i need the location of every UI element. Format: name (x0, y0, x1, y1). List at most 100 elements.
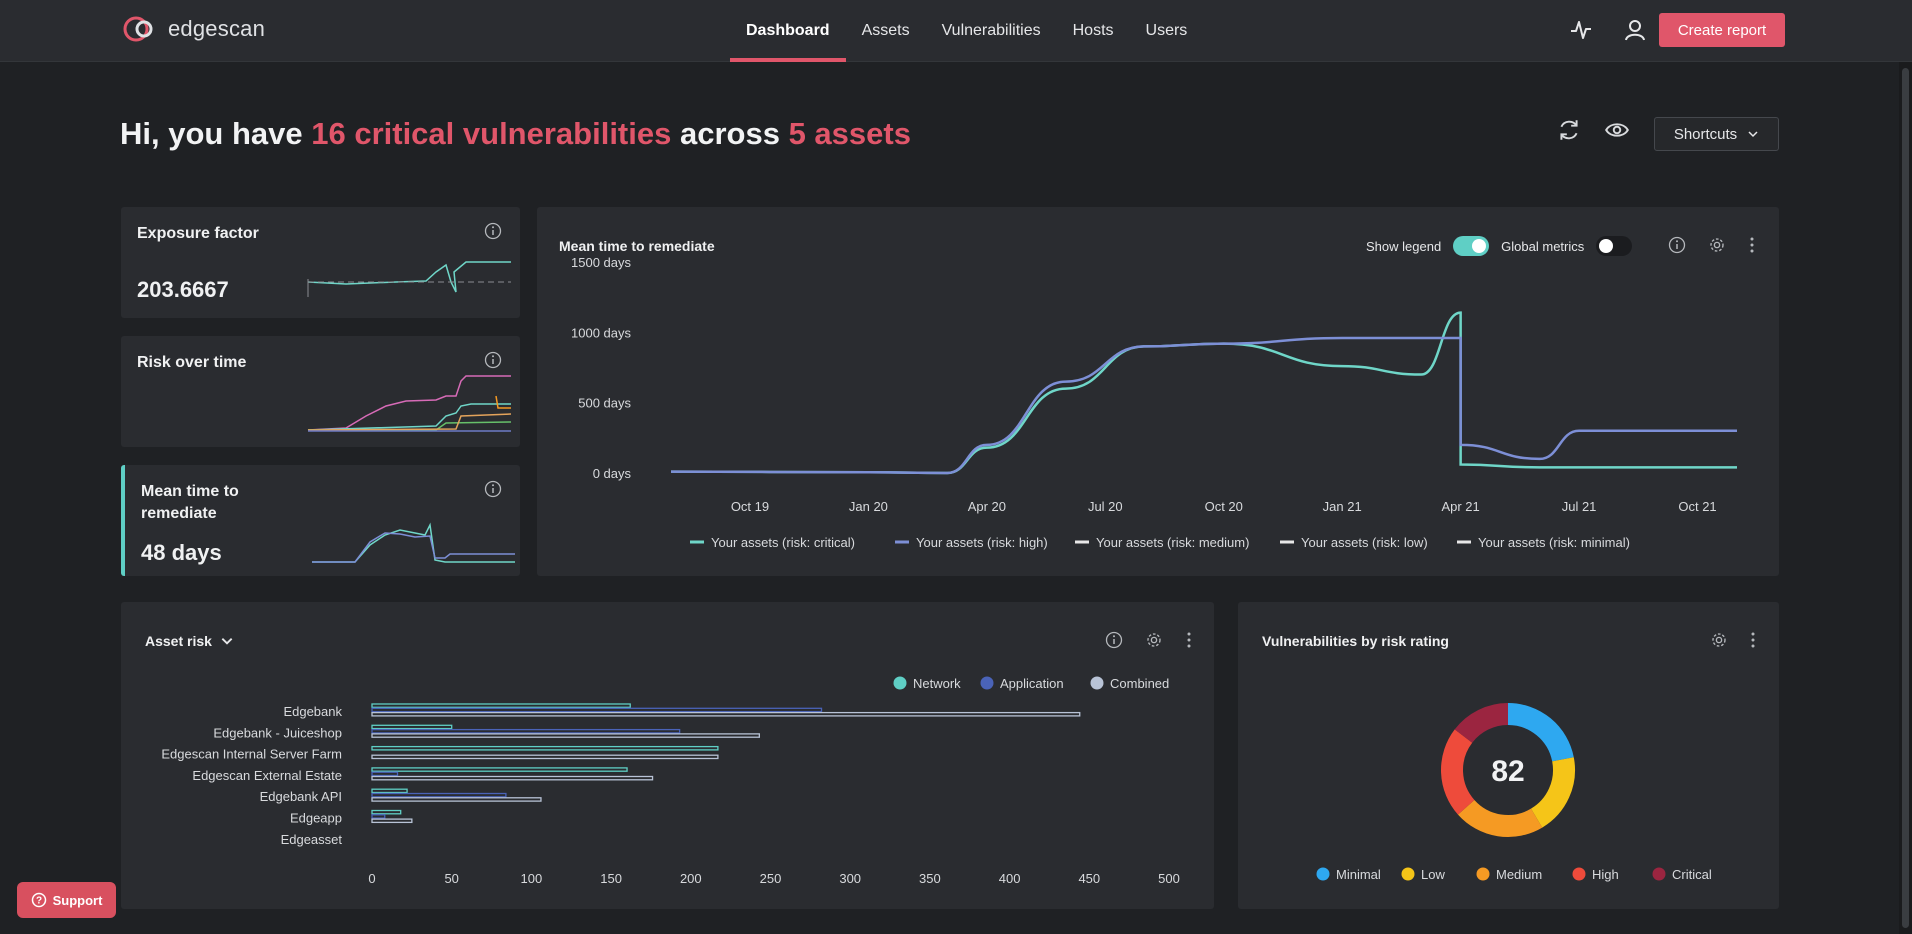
nav-hosts[interactable]: Hosts (1072, 22, 1114, 39)
category-label: Edgebank API (260, 789, 342, 804)
nav-users[interactable]: Users (1145, 22, 1188, 39)
nav-assets[interactable]: Assets (861, 22, 910, 39)
y-tick-label: 1500 days (571, 255, 631, 270)
exposure-factor-value: 203.6667 (137, 277, 229, 302)
bar (371, 724, 453, 730)
edgescan-logo-icon (123, 16, 153, 42)
eye-icon[interactable] (1604, 117, 1630, 143)
category-label: Edgeasset (281, 832, 343, 847)
asset-risk-card: Asset risk Network Application Combined Edg… (121, 602, 1214, 909)
donut-slice (1507, 703, 1574, 762)
legend-label: Your assets (risk: medium) (1096, 535, 1249, 550)
info-icon[interactable] (484, 351, 502, 369)
donut-slice (1454, 703, 1509, 744)
y-tick-label: 1000 days (571, 325, 631, 340)
legend-label: Combined (1110, 676, 1169, 691)
main-nav: Dashboard Assets Vulnerabilities Hosts U… (730, 0, 1203, 62)
legend-label: Low (1421, 867, 1445, 882)
asset-risk-title[interactable]: Asset risk (145, 633, 234, 649)
bar (371, 711, 1081, 717)
bar (371, 809, 402, 815)
x-tick-label: Oct 19 (731, 499, 769, 514)
dashboard-tools (1556, 117, 1630, 143)
vulnerabilities-by-risk-rating-card: Vulnerabilities by risk rating 82 Minimal… (1238, 602, 1779, 909)
legend-label: Your assets (risk: low) (1301, 535, 1428, 550)
legend-label: Critical (1672, 867, 1712, 882)
x-tick-label: Jul 20 (1088, 499, 1123, 514)
nav-vulnerabilities[interactable]: Vulnerabilities (941, 22, 1041, 39)
top-navigation-bar: edgescan Dashboard Assets Vulnerabilitie… (0, 0, 1912, 62)
legend-dot (1572, 867, 1586, 881)
x-tick-label: 500 (1158, 871, 1180, 886)
critical-vulnerabilities-link[interactable]: 16 critical vulnerabilities (311, 116, 672, 151)
x-tick-label: 250 (760, 871, 782, 886)
support-label: Support (52, 892, 103, 908)
y-tick-label: 0 days (593, 466, 632, 481)
global-metrics-toggle[interactable] (1596, 236, 1633, 256)
exposure-sparkline (307, 261, 511, 297)
show-legend-toggle[interactable] (1453, 236, 1490, 256)
mttr-card-value: 48 days (141, 540, 222, 565)
shortcuts-label: Shortcuts (1673, 125, 1738, 143)
gear-icon[interactable] (1145, 631, 1163, 649)
more-options-icon[interactable] (1749, 236, 1755, 254)
shortcuts-dropdown[interactable]: Shortcuts (1654, 117, 1779, 151)
assets-count-link[interactable]: 5 assets (788, 116, 911, 151)
x-tick-label: 350 (919, 871, 941, 886)
donut-slice (1441, 729, 1475, 815)
brand-logo[interactable]: edgescan (120, 14, 265, 44)
svg-text:?: ? (36, 896, 42, 907)
gear-icon[interactable] (1708, 236, 1726, 254)
info-icon[interactable] (484, 222, 502, 240)
donut-slice (1530, 757, 1575, 828)
legend-dot (893, 676, 907, 690)
support-button[interactable]: ? Support (17, 882, 116, 918)
info-icon[interactable] (1668, 236, 1686, 254)
header-icons (1566, 15, 1650, 45)
x-tick-label: 0 (368, 871, 375, 886)
info-icon[interactable] (1105, 631, 1123, 649)
more-options-icon[interactable] (1186, 631, 1192, 649)
greeting-prefix: Hi, you have (120, 116, 312, 151)
x-tick-label: 200 (680, 871, 702, 886)
mttr-card-title-line1: Mean time to (141, 483, 239, 500)
x-tick-label: 150 (600, 871, 622, 886)
info-icon[interactable] (484, 480, 502, 498)
brand-name: edgescan (168, 16, 266, 41)
donut-total: 82 (1491, 755, 1524, 788)
activity-icon[interactable] (1566, 15, 1596, 45)
refresh-icon[interactable] (1556, 117, 1582, 143)
bar (371, 814, 386, 819)
more-options-icon[interactable] (1750, 631, 1756, 649)
donut-slice (1457, 799, 1543, 837)
mttr-card-title-line2: remediate (141, 505, 217, 522)
chevron-down-icon (221, 638, 233, 645)
x-tick-label: Oct 20 (1205, 499, 1243, 514)
x-tick-label: Oct 21 (1678, 499, 1716, 514)
category-label: Edgebank - Juiceshop (213, 725, 342, 740)
gear-icon[interactable] (1710, 631, 1728, 649)
risk-over-time-card[interactable]: Risk over time (121, 336, 520, 447)
bar (371, 818, 413, 824)
x-tick-label: 300 (839, 871, 861, 886)
bar (371, 792, 507, 798)
scrollbar-thumb[interactable] (1902, 68, 1909, 928)
x-tick-label: Jan 21 (1323, 499, 1362, 514)
global-metrics-label: Global metrics (1501, 238, 1585, 254)
legend-label: Medium (1496, 867, 1542, 882)
bar (371, 728, 681, 734)
bar (371, 797, 542, 802)
chart-toggles: Show legend Global metrics (1366, 236, 1644, 256)
mean-time-to-remediate-chart-card: Mean time to remediate 0 days 500 days 100… (537, 207, 1779, 576)
create-report-button[interactable]: Create report (1659, 13, 1785, 47)
mean-time-to-remediate-card[interactable]: Mean time to remediate 48 days (121, 465, 520, 576)
user-icon[interactable] (1620, 15, 1650, 45)
bar (371, 745, 719, 751)
nav-dashboard[interactable]: Dashboard (730, 0, 846, 62)
bar (371, 733, 760, 738)
mttr-chart-title: Mean time to remediate (559, 238, 715, 254)
category-label: Edgescan Internal Server Farm (161, 747, 342, 762)
exposure-factor-card[interactable]: Exposure factor 203.6667 (121, 207, 520, 318)
legend-label: Application (1000, 676, 1064, 691)
legend-label: Minimal (1336, 867, 1381, 882)
